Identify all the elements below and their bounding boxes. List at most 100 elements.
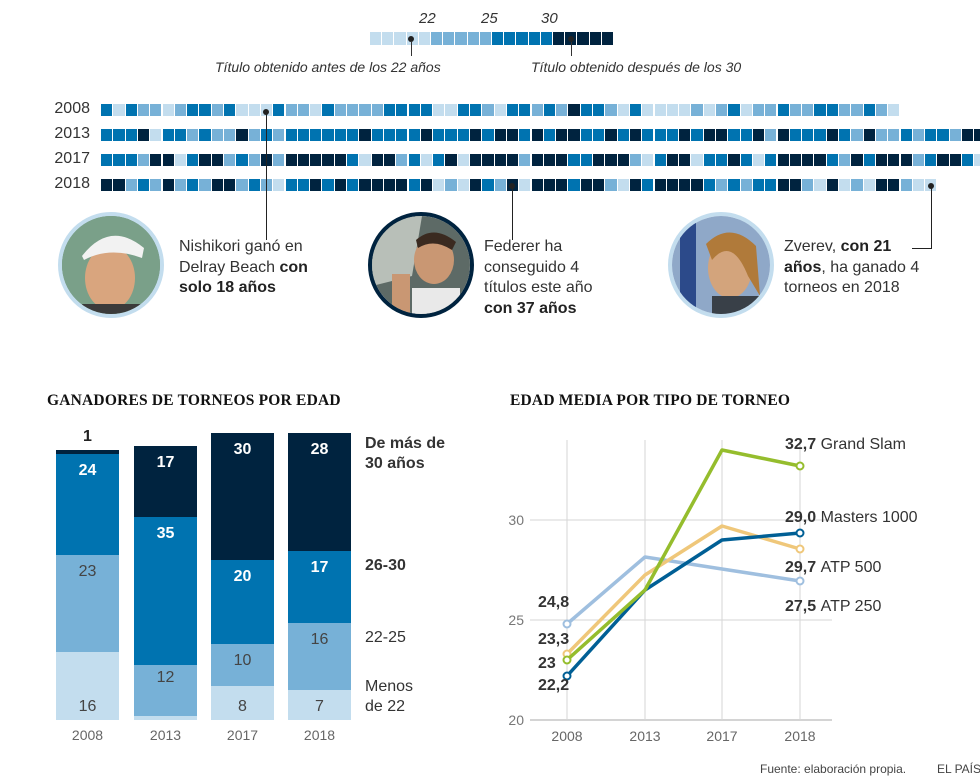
title-square-2017-22-25: [396, 154, 408, 166]
title-square-2008-26-30: [408, 104, 420, 116]
legend-square-over30: [577, 32, 589, 45]
bar-value-label-2017-over30: 30: [233, 441, 252, 459]
title-square-2017-under22: [457, 154, 469, 166]
nishikori-caption: Nishikori ganó en Delray Beach con solo …: [179, 237, 309, 299]
end-label-atp-250: 27,5 ATP 250: [785, 598, 881, 615]
bar-segment-2017-26-30: [211, 559, 274, 645]
bar-value-label-2018-over30: 28: [310, 441, 329, 459]
series-name: Grand Slam: [821, 436, 906, 453]
title-square-2008-26-30: [420, 104, 433, 116]
title-square-2018-under22: [457, 179, 469, 191]
series-point-atp-250-2018: [795, 576, 805, 586]
title-square-2018-over30: [211, 179, 223, 191]
title-square-2013-over30: [752, 129, 765, 141]
title-square-2018-22-25: [445, 179, 457, 191]
legend-square-under22: [370, 32, 382, 45]
bar-segment-2008-over30: [56, 449, 119, 455]
y-tick-label-25: 25: [508, 612, 524, 628]
title-square-2013-26-30: [334, 129, 346, 141]
bar-value-label-2018-26-30: 17: [310, 559, 329, 577]
title-square-2008-22-25: [531, 104, 543, 116]
legend-leader-right: [571, 42, 572, 56]
title-square-2017-over30: [888, 154, 900, 166]
nishikori-photo-illustration: [62, 216, 160, 314]
title-square-2013-26-30: [925, 129, 937, 141]
zverev-leader-hook: [912, 248, 932, 249]
bar-segment-2013-26-30: [134, 517, 197, 666]
series-name: ATP 500: [821, 559, 882, 576]
bar-value-label-2008-22-25: 23: [78, 563, 97, 581]
series-point-grand-slam-2018: [795, 461, 805, 471]
series-point-atp-250-2008: [562, 619, 572, 629]
bar-value-label-2017-22-25: 10: [233, 652, 252, 670]
legend-square-26-30: [504, 32, 516, 45]
title-square-2008-26-30: [506, 104, 519, 116]
title-square-2017-under22: [974, 154, 980, 166]
legend-square-26-30: [492, 32, 504, 45]
bar-segment-2017-under22: [211, 686, 274, 720]
title-square-2013-26-30: [740, 129, 752, 141]
title-square-2018-over30: [162, 179, 174, 191]
end-value: 29,7: [785, 559, 821, 576]
title-square-2017-over30: [556, 154, 568, 166]
title-square-2018-26-30: [347, 179, 359, 191]
title-square-2018-over30: [777, 179, 789, 191]
legend-square-over30: [553, 32, 565, 45]
y-tick-label-30: 30: [508, 512, 524, 528]
bar-segment-2013-over30: [134, 445, 197, 518]
title-square-2017-26-30: [826, 154, 838, 166]
title-square-2017-over30: [814, 154, 826, 166]
title-square-2017-26-30: [125, 154, 137, 166]
title-square-2018-over30: [396, 179, 408, 191]
bar-segment-2018-over30: [288, 433, 351, 552]
x-tick-label-2008: 2008: [551, 728, 582, 744]
title-square-2013-26-30: [839, 129, 851, 141]
title-square-2008-under22: [617, 104, 629, 116]
line-chart: 20 25 30 2008 2013 2017 2018 23 22,2 23,3 24,8 32,7…: [508, 436, 917, 744]
title-square-2018-over30: [691, 179, 703, 191]
title-square-2008-26-30: [125, 104, 137, 116]
title-square-2008-22-25: [347, 104, 359, 116]
title-square-2013-over30: [605, 129, 617, 141]
title-square-2013-26-30: [199, 129, 211, 141]
title-square-2018-26-30: [285, 179, 297, 191]
legend-label-26-30: 26-30: [365, 557, 406, 574]
title-square-2008-26-30: [383, 104, 396, 116]
bar-value-label-2008-over30: 1: [83, 427, 92, 445]
title-square-2013-26-30: [162, 129, 174, 141]
legend-square-22-25: [467, 32, 479, 45]
title-square-2018-over30: [470, 179, 482, 191]
title-square-2013-26-30: [617, 129, 629, 141]
bar-x-label-2013: 2013: [149, 727, 182, 743]
title-square-2018-22-25: [125, 179, 137, 191]
title-square-2018-26-30: [482, 179, 494, 191]
title-square-2017-26-30: [347, 154, 359, 166]
title-square-2018-26-30: [568, 179, 580, 191]
title-square-2017-over30: [777, 154, 789, 166]
title-square-2017-26-30: [236, 154, 248, 166]
title-square-2017-over30: [937, 154, 949, 166]
title-square-2017-over30: [162, 154, 174, 166]
title-square-2018-26-30: [137, 179, 150, 191]
title-square-2013-over30: [137, 129, 150, 141]
legend-square-22-25: [443, 32, 455, 45]
title-square-2018-under22: [617, 179, 629, 191]
title-square-2018-over30: [556, 179, 568, 191]
title-square-2017-22-25: [519, 154, 531, 166]
start-value-label-atp-250: 24,8: [538, 594, 569, 611]
title-square-2008-26-30: [457, 104, 469, 116]
title-square-2017-26-30: [580, 154, 592, 166]
title-square-2008-over30: [568, 104, 580, 116]
title-square-2008-26-30: [863, 104, 875, 116]
timeline-year-2017: 2017: [54, 150, 90, 167]
title-square-2008-under22: [740, 104, 752, 116]
nishikori-marker-dot: [263, 109, 269, 115]
zverev-caption: Zverev, con 21 años, ha ganado 4 torneos…: [784, 237, 924, 299]
title-square-2008-26-30: [396, 104, 408, 116]
title-square-2018-22-25: [236, 179, 248, 191]
title-square-2013-over30: [420, 129, 433, 141]
title-square-2008-22-25: [556, 104, 568, 116]
title-square-2008-under22: [236, 104, 248, 116]
title-square-2013-26-30: [322, 129, 334, 141]
title-square-2008-22-25: [691, 104, 703, 116]
